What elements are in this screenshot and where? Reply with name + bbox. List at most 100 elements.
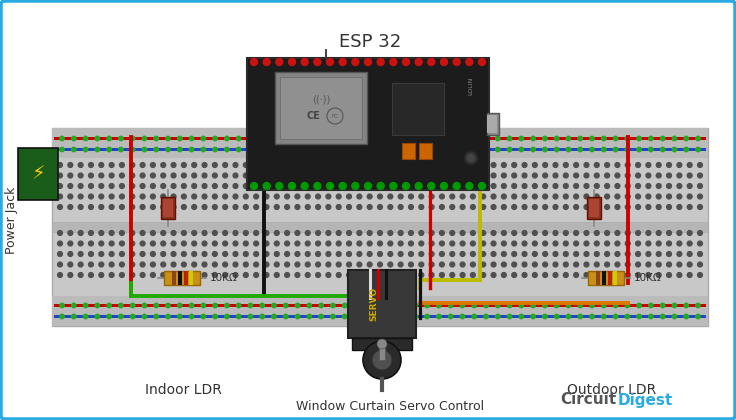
Circle shape (398, 231, 403, 235)
Circle shape (563, 262, 568, 267)
Circle shape (272, 136, 276, 141)
Circle shape (366, 147, 370, 152)
Circle shape (419, 194, 424, 199)
Circle shape (88, 252, 93, 256)
Circle shape (316, 163, 320, 168)
Circle shape (491, 231, 496, 235)
Text: Digest: Digest (618, 393, 673, 407)
Circle shape (161, 194, 166, 199)
Circle shape (347, 252, 351, 256)
Circle shape (166, 147, 170, 152)
Circle shape (460, 231, 465, 235)
Circle shape (584, 241, 589, 246)
Circle shape (389, 136, 394, 141)
Circle shape (415, 58, 422, 66)
Circle shape (367, 184, 372, 189)
Circle shape (553, 184, 558, 189)
Circle shape (574, 231, 578, 235)
Circle shape (532, 194, 537, 199)
Circle shape (595, 241, 599, 246)
Circle shape (192, 241, 197, 246)
Circle shape (429, 262, 434, 267)
Bar (602, 271, 606, 285)
Circle shape (408, 273, 414, 277)
Circle shape (605, 231, 609, 235)
Circle shape (326, 173, 330, 178)
Circle shape (429, 184, 434, 189)
Circle shape (460, 241, 465, 246)
Circle shape (202, 273, 207, 277)
Circle shape (244, 241, 248, 246)
Circle shape (339, 58, 346, 66)
Circle shape (166, 303, 170, 308)
Circle shape (532, 184, 537, 189)
Circle shape (615, 163, 620, 168)
Circle shape (119, 205, 124, 210)
Circle shape (613, 303, 618, 308)
Circle shape (78, 262, 83, 267)
Circle shape (425, 303, 429, 308)
Circle shape (372, 350, 392, 370)
Circle shape (553, 252, 558, 256)
Circle shape (202, 173, 207, 178)
Circle shape (130, 163, 135, 168)
Circle shape (615, 173, 620, 178)
Circle shape (171, 205, 176, 210)
Circle shape (595, 273, 599, 277)
Circle shape (590, 136, 594, 141)
Circle shape (305, 173, 310, 178)
Text: Power Jack: Power Jack (5, 186, 18, 254)
Circle shape (244, 273, 248, 277)
Circle shape (254, 231, 258, 235)
Circle shape (352, 58, 359, 66)
Circle shape (314, 58, 321, 66)
Circle shape (367, 252, 372, 256)
Circle shape (347, 231, 351, 235)
Circle shape (140, 163, 145, 168)
Circle shape (574, 184, 578, 189)
Circle shape (636, 252, 640, 256)
Text: CE: CE (306, 111, 320, 121)
Circle shape (584, 231, 589, 235)
Circle shape (378, 314, 382, 319)
Circle shape (57, 252, 63, 256)
Bar (247, 58, 489, 190)
Circle shape (109, 163, 114, 168)
Circle shape (171, 231, 176, 235)
Circle shape (68, 262, 73, 267)
Circle shape (398, 262, 403, 267)
Circle shape (177, 303, 182, 308)
Circle shape (244, 262, 248, 267)
Circle shape (481, 163, 486, 168)
Circle shape (542, 273, 548, 277)
Circle shape (378, 273, 383, 277)
Circle shape (646, 241, 651, 246)
Circle shape (71, 303, 76, 308)
Circle shape (150, 205, 155, 210)
Circle shape (130, 273, 135, 277)
Circle shape (481, 252, 486, 256)
Circle shape (254, 241, 258, 246)
Circle shape (342, 136, 347, 141)
Circle shape (605, 273, 609, 277)
Circle shape (233, 184, 238, 189)
Circle shape (264, 241, 269, 246)
Circle shape (460, 303, 464, 308)
Circle shape (398, 273, 403, 277)
Circle shape (408, 163, 414, 168)
Circle shape (595, 163, 599, 168)
Circle shape (213, 241, 217, 246)
Circle shape (590, 314, 594, 319)
Circle shape (57, 231, 63, 235)
Circle shape (672, 147, 676, 152)
Circle shape (326, 262, 330, 267)
Circle shape (339, 183, 346, 189)
Circle shape (248, 314, 252, 319)
Circle shape (574, 241, 578, 246)
Circle shape (140, 194, 145, 199)
Circle shape (264, 173, 269, 178)
Circle shape (448, 314, 453, 319)
Circle shape (637, 147, 641, 152)
Circle shape (512, 163, 517, 168)
Circle shape (264, 273, 269, 277)
